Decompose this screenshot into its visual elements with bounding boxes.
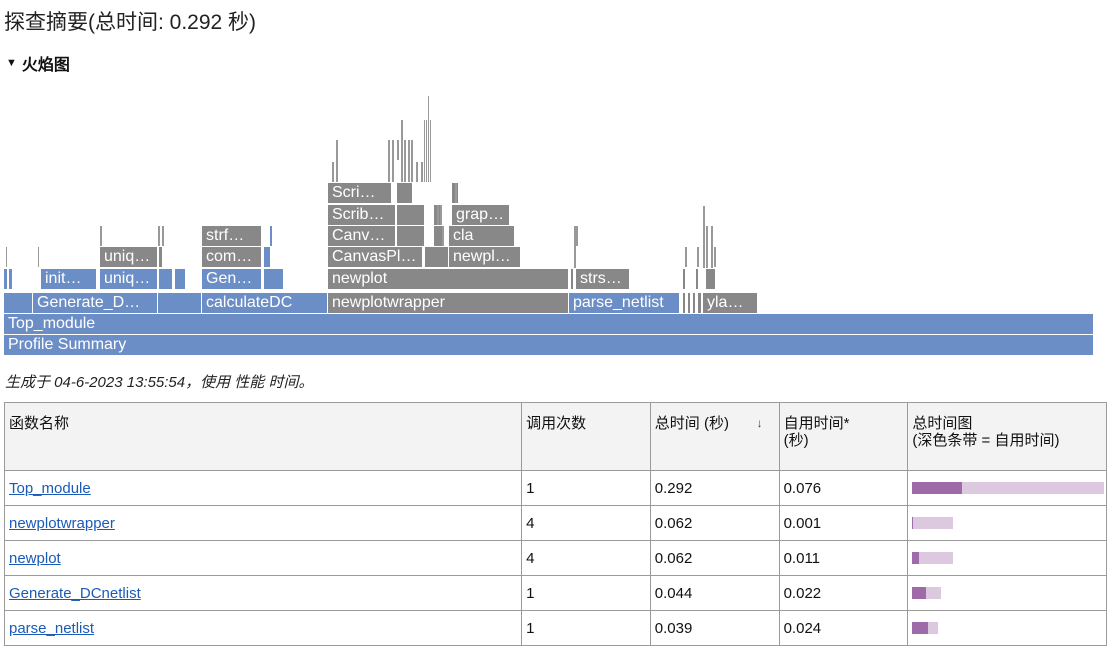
flame-box-init[interactable]: init… — [41, 269, 97, 290]
col-header-time-chart: 总时间图 (深色条带 = 自用时间) — [907, 402, 1107, 471]
self-time-cell: 0.001 — [778, 505, 909, 541]
total-time-cell: 0.062 — [649, 505, 780, 541]
flame-box-newplotwrapper[interactable]: newplotwrapper — [328, 293, 569, 314]
flame-box-parse-netlist[interactable]: parse_netlist — [569, 293, 680, 314]
page-title: 探查摘要(总时间: 0.292 秒) — [4, 11, 257, 34]
flame-box-small[interactable] — [175, 269, 186, 290]
calls-cell: 4 — [521, 505, 651, 541]
flame-box-scrib[interactable]: Scrib… — [328, 205, 396, 226]
flame-box-small[interactable] — [159, 269, 173, 290]
flame-box-small[interactable] — [264, 247, 270, 268]
function-link[interactable]: newplot — [9, 549, 61, 567]
flame-box-canvasplot[interactable]: CanvasPl… — [328, 247, 423, 268]
time-bar-cell — [907, 505, 1107, 541]
flame-box-uniq[interactable]: uniq… — [100, 269, 158, 290]
self-time-bar — [912, 587, 927, 599]
flame-box-small[interactable] — [688, 293, 691, 314]
col-header-self-time[interactable]: 自用时间* (秒) — [778, 402, 909, 471]
total-time-cell: 0.039 — [649, 610, 780, 646]
flame-box-newplot[interactable]: newplot — [328, 269, 569, 290]
flame-box-small[interactable] — [4, 293, 33, 314]
flame-box-small[interactable] — [4, 269, 8, 290]
time-bar-cell — [907, 540, 1107, 576]
flame-box-small[interactable] — [683, 293, 686, 314]
flame-box-com[interactable]: com… — [202, 247, 262, 268]
table-row: parse_netlist 1 0.039 0.024 — [3, 610, 1107, 646]
time-bar-cell — [907, 575, 1107, 611]
profile-summary-table: 函数名称 调用次数 总时间 (秒) ↓ 自用时间* (秒) 总时间图 (深色条带 = … — [3, 402, 1107, 646]
flame-box-small[interactable] — [698, 293, 702, 314]
flame-box-small[interactable] — [696, 269, 699, 290]
function-link[interactable]: Generate_DCnetlist — [9, 584, 141, 602]
flame-box-newpl[interactable]: newpl… — [449, 247, 521, 268]
table-header-row: 函数名称 调用次数 总时间 (秒) ↓ 自用时间* (秒) 总时间图 (深色条带 = … — [3, 402, 1107, 471]
function-link[interactable]: Top_module — [9, 479, 91, 497]
flame-box-scri[interactable]: Scri… — [328, 183, 392, 204]
flame-box-small[interactable] — [9, 269, 13, 290]
flame-box-strs[interactable]: strs… — [576, 269, 630, 290]
flame-box-small[interactable] — [159, 247, 163, 268]
flame-box-small[interactable] — [264, 269, 284, 290]
total-time-bar — [912, 517, 954, 529]
flame-box-strf[interactable]: strf… — [202, 226, 262, 247]
col-header-calls[interactable]: 调用次数 — [521, 402, 651, 471]
time-bar-cell — [907, 610, 1107, 646]
flame-box-small[interactable] — [434, 205, 442, 226]
caret-down-icon: ▼ — [6, 56, 17, 69]
table-row: Generate_DCnetlist 1 0.044 0.022 — [3, 575, 1107, 611]
flame-box-small[interactable] — [683, 269, 686, 290]
flame-graph-toggle[interactable]: ▼ 火焰图 — [6, 51, 70, 75]
flame-box-profile-summary[interactable]: Profile Summary — [4, 335, 1094, 356]
self-time-bar — [912, 622, 929, 634]
total-time-bar — [912, 552, 954, 564]
flame-box-small[interactable] — [397, 183, 413, 204]
total-time-cell: 0.292 — [649, 470, 780, 506]
self-time-cell: 0.011 — [778, 540, 909, 576]
total-time-cell: 0.044 — [649, 575, 780, 611]
flame-box-gen[interactable]: Gen… — [202, 269, 262, 290]
flame-box-grap[interactable]: grap… — [452, 205, 510, 226]
self-time-cell: 0.022 — [778, 575, 909, 611]
self-time-cell: 0.024 — [778, 610, 909, 646]
calls-cell: 1 — [521, 610, 651, 646]
flame-box-small[interactable] — [397, 205, 425, 226]
flame-box-small[interactable] — [425, 247, 449, 268]
flame-box-small[interactable] — [452, 183, 459, 204]
self-time-cell: 0.076 — [778, 470, 909, 506]
total-time-cell: 0.062 — [649, 540, 780, 576]
sort-down-icon[interactable]: ↓ — [756, 416, 763, 430]
self-time-bar — [912, 552, 920, 564]
flame-box-yla[interactable]: yla… — [703, 293, 758, 314]
function-link[interactable]: parse_netlist — [9, 619, 95, 637]
generated-info-text: 生成于 04-6-2023 13:55:54，使用 性能 时间。 — [5, 374, 314, 391]
time-bar-cell — [907, 470, 1107, 506]
flame-box-canv[interactable]: Canv… — [328, 226, 396, 247]
table-row: newplot 4 0.062 0.011 — [3, 540, 1107, 576]
table-row: Top_module 1 0.292 0.076 — [3, 470, 1107, 506]
flame-box-cla[interactable]: cla — [449, 226, 515, 247]
flame-box-uniq-2[interactable]: uniq… — [100, 247, 158, 268]
table-row: newplotwrapper 4 0.062 0.001 — [3, 505, 1107, 541]
self-time-bar — [912, 482, 963, 494]
flame-box-small[interactable] — [706, 269, 716, 290]
flame-box-small[interactable] — [397, 226, 425, 247]
flame-graph-heading: 火焰图 — [21, 57, 70, 74]
flame-box-calculatedc[interactable]: calculateDC — [202, 293, 328, 314]
self-time-bar — [912, 517, 914, 529]
flame-box-generate-dcnetlist[interactable]: Generate_D… — [33, 293, 158, 314]
function-link[interactable]: newplotwrapper — [9, 514, 115, 532]
col-header-total-time[interactable]: 总时间 (秒) ↓ — [649, 402, 780, 471]
calls-cell: 4 — [521, 540, 651, 576]
flame-box-small[interactable] — [693, 293, 696, 314]
flame-box-small[interactable] — [158, 293, 202, 314]
col-header-function-name[interactable]: 函数名称 — [3, 402, 523, 471]
flame-box-small[interactable] — [571, 269, 574, 290]
calls-cell: 1 — [521, 470, 651, 506]
calls-cell: 1 — [521, 575, 651, 611]
flame-box-small[interactable] — [434, 226, 443, 247]
flame-graph: Profile Summary Top_module Generate_D… c… — [0, 90, 1107, 356]
flame-box-top-module[interactable]: Top_module — [4, 314, 1094, 335]
